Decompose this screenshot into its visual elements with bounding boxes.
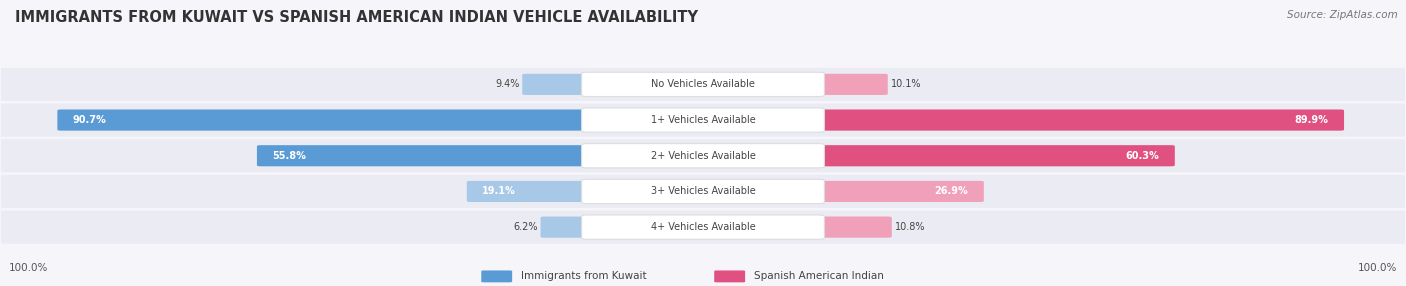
Text: Spanish American Indian: Spanish American Indian <box>754 271 883 281</box>
FancyBboxPatch shape <box>582 144 824 168</box>
Text: 1+ Vehicles Available: 1+ Vehicles Available <box>651 115 755 125</box>
Text: 100.0%: 100.0% <box>1358 263 1398 273</box>
Text: Immigrants from Kuwait: Immigrants from Kuwait <box>520 271 647 281</box>
Text: 100.0%: 100.0% <box>8 263 48 273</box>
Text: 89.9%: 89.9% <box>1295 115 1329 125</box>
FancyBboxPatch shape <box>481 271 512 282</box>
FancyBboxPatch shape <box>0 175 1406 208</box>
Text: 9.4%: 9.4% <box>495 80 519 89</box>
Text: 26.9%: 26.9% <box>935 186 969 196</box>
Text: 90.7%: 90.7% <box>73 115 107 125</box>
FancyBboxPatch shape <box>821 74 887 95</box>
FancyBboxPatch shape <box>0 139 1406 172</box>
FancyBboxPatch shape <box>714 271 745 282</box>
FancyBboxPatch shape <box>257 145 585 166</box>
FancyBboxPatch shape <box>467 181 585 202</box>
Text: 60.3%: 60.3% <box>1126 151 1160 161</box>
Text: 10.1%: 10.1% <box>890 80 921 89</box>
FancyBboxPatch shape <box>522 74 585 95</box>
FancyBboxPatch shape <box>582 179 824 204</box>
Text: 4+ Vehicles Available: 4+ Vehicles Available <box>651 222 755 232</box>
FancyBboxPatch shape <box>821 217 891 238</box>
Text: Source: ZipAtlas.com: Source: ZipAtlas.com <box>1286 10 1398 20</box>
FancyBboxPatch shape <box>540 217 585 238</box>
Text: 6.2%: 6.2% <box>513 222 537 232</box>
FancyBboxPatch shape <box>0 104 1406 137</box>
Text: 55.8%: 55.8% <box>273 151 307 161</box>
FancyBboxPatch shape <box>582 108 824 132</box>
Text: 19.1%: 19.1% <box>482 186 516 196</box>
Text: 3+ Vehicles Available: 3+ Vehicles Available <box>651 186 755 196</box>
FancyBboxPatch shape <box>821 110 1344 131</box>
Text: 10.8%: 10.8% <box>894 222 925 232</box>
Text: No Vehicles Available: No Vehicles Available <box>651 80 755 89</box>
FancyBboxPatch shape <box>0 210 1406 244</box>
FancyBboxPatch shape <box>582 72 824 96</box>
FancyBboxPatch shape <box>582 215 824 239</box>
FancyBboxPatch shape <box>58 110 585 131</box>
FancyBboxPatch shape <box>821 145 1175 166</box>
FancyBboxPatch shape <box>821 181 984 202</box>
FancyBboxPatch shape <box>0 68 1406 101</box>
Text: IMMIGRANTS FROM KUWAIT VS SPANISH AMERICAN INDIAN VEHICLE AVAILABILITY: IMMIGRANTS FROM KUWAIT VS SPANISH AMERIC… <box>15 10 699 25</box>
Text: 2+ Vehicles Available: 2+ Vehicles Available <box>651 151 755 161</box>
